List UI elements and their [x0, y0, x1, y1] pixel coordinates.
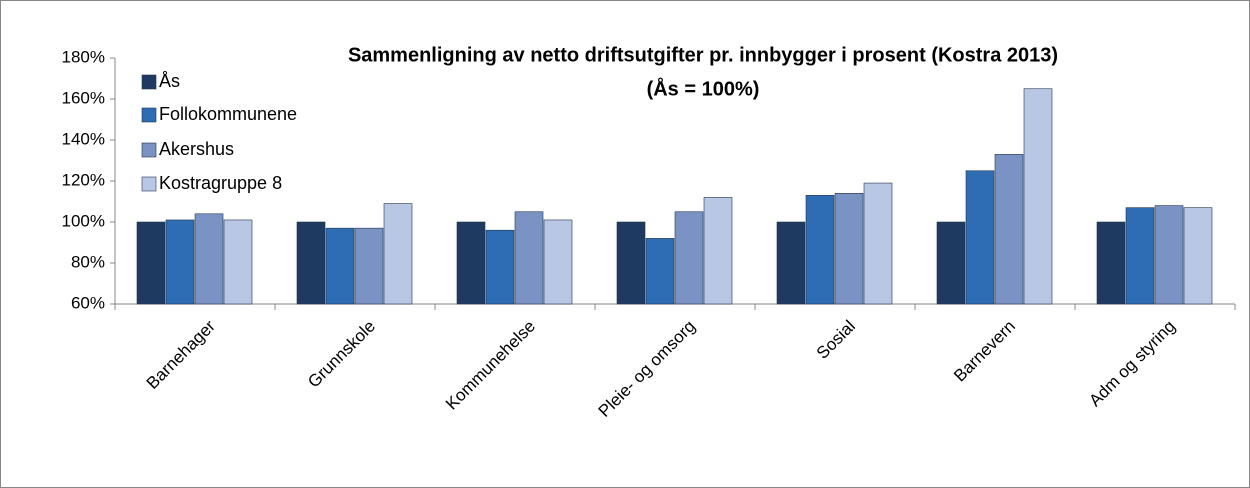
bar — [994, 154, 1024, 305]
bar — [194, 213, 224, 305]
y-tick-label: 140% — [62, 129, 105, 148]
bar — [165, 219, 195, 305]
bar — [776, 221, 806, 305]
bar — [703, 197, 733, 305]
bar — [354, 227, 384, 305]
y-tick-label: 100% — [62, 211, 105, 230]
chart-title: Sammenligning av netto driftsutgifter pr… — [348, 44, 1058, 66]
bar — [834, 193, 864, 305]
bar — [1125, 207, 1155, 305]
legend-label: Ås — [159, 71, 180, 91]
bar — [645, 238, 675, 305]
bar — [383, 203, 413, 305]
y-tick-label: 120% — [62, 170, 105, 189]
bar — [863, 182, 893, 305]
bar — [674, 211, 704, 305]
bar — [543, 219, 573, 305]
legend-swatch — [141, 176, 157, 192]
bar — [1096, 221, 1126, 305]
legend-swatch — [141, 74, 157, 90]
y-tick-label: 180% — [62, 47, 105, 66]
bar — [485, 229, 515, 305]
y-tick-label: 80% — [71, 252, 105, 271]
bar — [616, 221, 646, 305]
bar — [296, 221, 326, 305]
bar — [1183, 207, 1213, 305]
bar — [514, 211, 544, 305]
bar — [1023, 88, 1053, 305]
legend-label: Follokommunene — [159, 104, 297, 124]
bar — [325, 227, 355, 305]
bar — [456, 221, 486, 305]
legend-label: Akershus — [159, 139, 234, 159]
bar — [136, 221, 166, 305]
bar — [1154, 205, 1184, 305]
legend-swatch — [141, 142, 157, 158]
bar — [965, 170, 995, 305]
legend-label: Kostragruppe 8 — [159, 173, 282, 193]
bar — [936, 221, 966, 305]
legend-swatch — [141, 107, 157, 123]
bar — [805, 195, 835, 305]
bar — [223, 219, 253, 305]
y-tick-label: 60% — [71, 293, 105, 312]
chart-subtitle: (Ås = 100%) — [647, 76, 760, 100]
y-tick-label: 160% — [62, 88, 105, 107]
